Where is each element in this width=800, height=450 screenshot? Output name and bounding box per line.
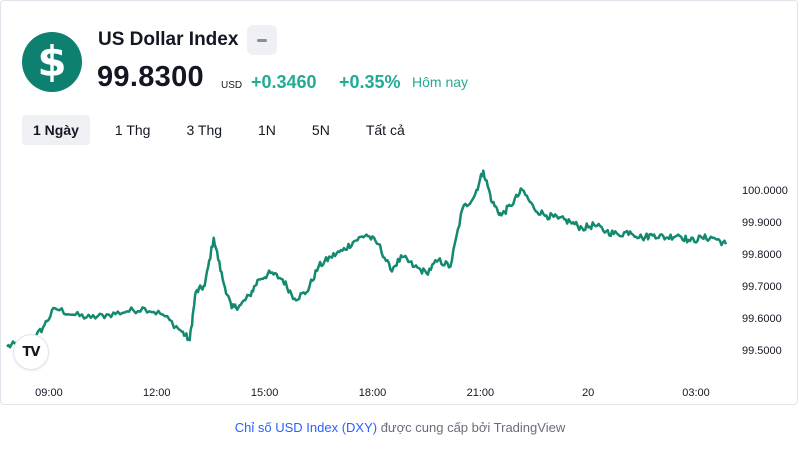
- dollar-logo-icon: $: [22, 32, 82, 92]
- minus-icon: [247, 25, 277, 55]
- range-tabs: 1 Ngày 1 Thg 3 Thg 1N 5N Tất cả: [22, 115, 430, 145]
- price-line: [6, 169, 728, 349]
- tradingview-logo-icon[interactable]: TV: [14, 335, 48, 369]
- y-tick-label: 99.5000: [742, 345, 782, 357]
- ticker-widget: $ US Dollar Index 99.8300 USD +0.3460 +0…: [0, 0, 798, 405]
- currency-label: USD: [221, 80, 243, 91]
- tab-5-years[interactable]: 5N: [311, 122, 330, 138]
- last-price: 99.8300: [97, 61, 204, 93]
- tab-3-months[interactable]: 3 Thg: [186, 122, 223, 138]
- x-tick-label: 09:00: [35, 387, 63, 399]
- y-tick-label: 99.8000: [742, 249, 782, 261]
- attribution: Chỉ số USD Index (DXY) được cung cấp bởi…: [0, 420, 800, 435]
- x-axis: 09:00 12:00 15:00 18:00 21:00 20 03:00: [35, 387, 710, 399]
- y-axis: 99.5000 99.6000 99.7000 99.8000 99.9000 100.0…: [742, 185, 788, 357]
- x-tick-label: 18:00: [359, 387, 387, 399]
- attribution-text: được cung cấp bởi TradingView: [377, 420, 566, 435]
- tab-1-day[interactable]: 1 Ngày: [22, 115, 90, 145]
- x-tick-label: 20: [582, 387, 594, 399]
- attribution-link[interactable]: Chỉ số USD Index (DXY): [234, 420, 378, 435]
- x-tick-label: 15:00: [251, 387, 279, 399]
- y-tick-label: 100.0000: [742, 185, 788, 197]
- y-tick-label: 99.9000: [742, 217, 782, 229]
- price-chart[interactable]: 99.5000 99.6000 99.7000 99.8000 99.9000 100.0…: [1, 151, 799, 406]
- x-tick-label: 12:00: [143, 387, 171, 399]
- tab-1-month[interactable]: 1 Thg: [114, 122, 151, 138]
- price-change-absolute: +0.3460: [251, 72, 317, 92]
- tab-all[interactable]: Tất cả: [365, 122, 405, 138]
- tab-1-year[interactable]: 1N: [258, 122, 276, 138]
- y-tick-label: 99.6000: [742, 313, 782, 325]
- price-change-percent: +0.35%: [339, 72, 401, 92]
- price-series: [6, 169, 728, 349]
- x-tick-label: 03:00: [682, 387, 710, 399]
- x-tick-label: 21:00: [467, 387, 495, 399]
- session-label: Hôm nay: [412, 74, 469, 90]
- symbol-name[interactable]: US Dollar Index: [98, 29, 239, 50]
- y-tick-label: 99.7000: [742, 281, 782, 293]
